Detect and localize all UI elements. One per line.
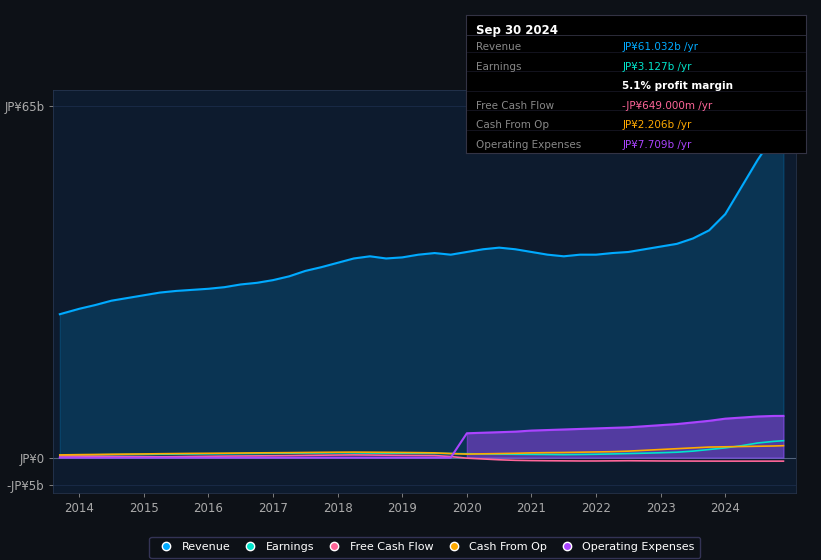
Text: Sep 30 2024: Sep 30 2024	[475, 24, 557, 38]
Text: Cash From Op: Cash From Op	[475, 120, 548, 130]
Text: JP¥7.709b /yr: JP¥7.709b /yr	[622, 140, 691, 150]
Text: JP¥3.127b /yr: JP¥3.127b /yr	[622, 63, 692, 72]
Text: Revenue: Revenue	[475, 43, 521, 52]
Text: JP¥61.032b /yr: JP¥61.032b /yr	[622, 43, 698, 52]
Text: Operating Expenses: Operating Expenses	[475, 140, 581, 150]
Text: Earnings: Earnings	[475, 63, 521, 72]
Text: 5.1% profit margin: 5.1% profit margin	[622, 81, 733, 91]
Text: Free Cash Flow: Free Cash Flow	[475, 101, 554, 111]
Text: JP¥2.206b /yr: JP¥2.206b /yr	[622, 120, 691, 130]
Text: -JP¥649.000m /yr: -JP¥649.000m /yr	[622, 101, 713, 111]
Legend: Revenue, Earnings, Free Cash Flow, Cash From Op, Operating Expenses: Revenue, Earnings, Free Cash Flow, Cash …	[149, 536, 700, 558]
